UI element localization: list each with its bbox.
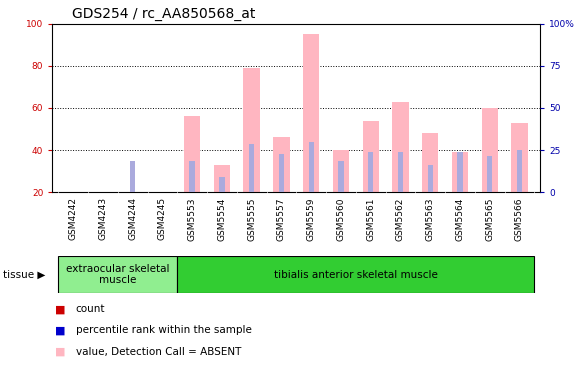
Bar	[279, 154, 284, 192]
Text: value, Detection Call = ABSENT: value, Detection Call = ABSENT	[76, 347, 241, 357]
Bar	[487, 156, 493, 192]
Text: GSM5560: GSM5560	[336, 197, 346, 241]
Text: GSM4245: GSM4245	[158, 197, 167, 240]
FancyBboxPatch shape	[177, 256, 535, 293]
Text: ■: ■	[55, 325, 66, 336]
Text: tibialis anterior skeletal muscle: tibialis anterior skeletal muscle	[274, 269, 437, 280]
Text: percentile rank within the sample: percentile rank within the sample	[76, 325, 252, 336]
Bar	[338, 161, 343, 192]
Text: GSM5564: GSM5564	[456, 197, 464, 241]
Text: GSM5562: GSM5562	[396, 197, 405, 241]
Text: GSM5553: GSM5553	[188, 197, 196, 241]
Bar	[398, 152, 403, 192]
Bar	[189, 161, 195, 192]
Text: GDS254 / rc_AA850568_at: GDS254 / rc_AA850568_at	[72, 7, 255, 21]
Text: ■: ■	[55, 347, 66, 357]
Text: GSM5566: GSM5566	[515, 197, 524, 241]
Bar	[517, 150, 522, 192]
Bar	[130, 161, 135, 192]
Bar	[511, 123, 528, 192]
Text: GSM4244: GSM4244	[128, 197, 137, 240]
Bar	[482, 108, 498, 192]
Text: GSM5554: GSM5554	[217, 197, 227, 241]
Text: GSM5563: GSM5563	[426, 197, 435, 241]
Text: extraocular skeletal
muscle: extraocular skeletal muscle	[66, 264, 170, 285]
Text: count: count	[76, 304, 105, 314]
Text: tissue ▶: tissue ▶	[3, 269, 45, 280]
Bar	[392, 102, 408, 192]
Bar	[219, 178, 225, 192]
Text: GSM4243: GSM4243	[98, 197, 107, 240]
Bar	[303, 34, 320, 192]
Bar	[249, 144, 254, 192]
Bar	[428, 165, 433, 192]
Bar	[368, 152, 374, 192]
Text: GSM4242: GSM4242	[69, 197, 78, 240]
Bar	[452, 152, 468, 192]
Bar	[457, 152, 462, 192]
Text: GSM5561: GSM5561	[366, 197, 375, 241]
Bar	[273, 137, 289, 192]
Bar	[309, 142, 314, 192]
Text: GSM5565: GSM5565	[485, 197, 494, 241]
FancyBboxPatch shape	[58, 256, 177, 293]
Text: GSM5557: GSM5557	[277, 197, 286, 241]
Bar	[333, 150, 349, 192]
Bar	[214, 165, 230, 192]
Text: GSM5555: GSM5555	[247, 197, 256, 241]
Bar	[363, 120, 379, 192]
Bar	[243, 68, 260, 192]
Bar	[422, 133, 439, 192]
Bar	[184, 116, 200, 192]
Text: GSM5559: GSM5559	[307, 197, 315, 241]
Text: ■: ■	[55, 304, 66, 314]
